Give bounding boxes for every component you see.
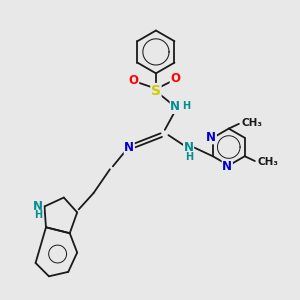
Text: H: H: [185, 152, 193, 161]
Text: CH₃: CH₃: [257, 157, 278, 167]
Text: CH₃: CH₃: [241, 118, 262, 128]
Text: N: N: [170, 100, 180, 113]
Text: N: N: [33, 200, 43, 213]
Text: N: N: [206, 131, 216, 144]
Text: N: N: [184, 140, 194, 154]
Text: O: O: [170, 72, 180, 85]
Text: S: S: [151, 84, 161, 98]
Text: H: H: [34, 210, 42, 220]
Text: H: H: [182, 101, 190, 111]
Text: O: O: [129, 74, 139, 87]
Text: N: N: [222, 160, 232, 172]
Text: N: N: [124, 140, 134, 154]
